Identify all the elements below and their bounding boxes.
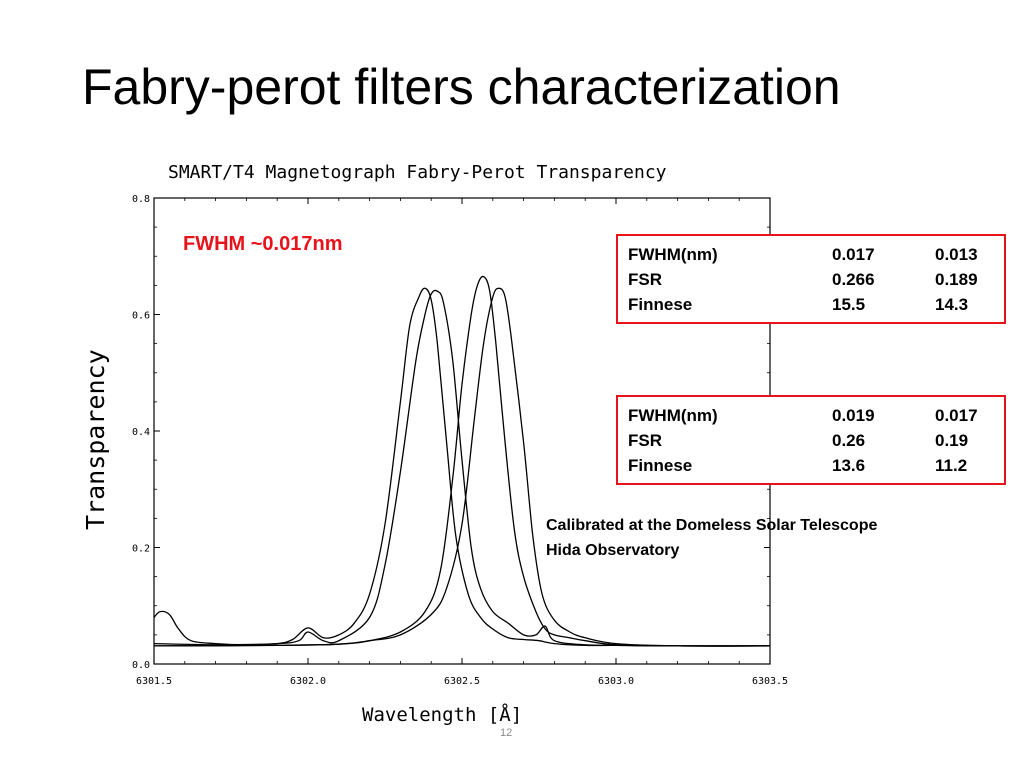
axis-ticks: 6301.5 6302.0 6302.5 6303.0 6303.5 0.0 0.2 0.4 0… [132,194,788,687]
calibration-note: Calibrated at the Domeless Solar Telesco… [546,513,877,563]
page-number: 12 [500,727,513,739]
param-row-fwhm: FWHM(nm) 0.017 0.013 [628,242,1004,267]
param-value-1: 0.019 [832,405,875,425]
y-tick-label: 0.2 [132,544,150,555]
param-name: FWHM(nm) [628,405,718,425]
calibration-line-1: Calibrated at the Domeless Solar Telesco… [546,517,878,534]
param-row-fwhm: FWHM(nm) 0.019 0.017 [628,403,1004,428]
x-tick-label: 6302.0 [290,676,326,687]
y-axis-label: Transparency [81,349,110,530]
param-row-finnese: Finnese 15.5 14.3 [628,292,1004,317]
param-value-1: 13.6 [832,455,866,475]
chart-title: SMART/T4 Magnetograph Fabry-Perot Transp… [168,162,667,183]
param-value-2: 0.017 [935,405,978,425]
param-name: FWHM(nm) [628,244,718,264]
x-tick-label: 6302.5 [444,676,480,687]
param-value-1: 0.266 [832,269,875,289]
param-value-1: 15.5 [832,294,866,314]
transparency-curve-4 [153,287,771,647]
param-value-2: 14.3 [935,294,969,314]
y-tick-label: 0.8 [132,194,150,205]
param-name: FSR [628,430,662,450]
param-value-2: 0.013 [935,244,978,264]
parameter-box-2: FWHM(nm) 0.019 0.017 FSR 0.26 0.19 Finne… [616,395,1006,485]
parameter-box-1: FWHM(nm) 0.017 0.013 FSR 0.266 0.189 Fin… [616,234,1006,324]
transparency-curve-3 [153,275,771,647]
param-name: FSR [628,269,662,289]
x-tick-label: 6303.5 [752,676,788,687]
transparency-curve-2 [153,289,771,647]
x-axis-label: Wavelength [Å] [362,703,522,726]
param-row-fsr: FSR 0.26 0.19 [628,428,1004,453]
param-name: Finnese [628,294,693,314]
x-tick-label: 6301.5 [136,676,172,687]
param-row-fsr: FSR 0.266 0.189 [628,267,1004,292]
y-tick-label: 0.4 [132,427,150,438]
fwhm-annotation: FWHM ~0.017nm [183,233,343,255]
param-name: Finnese [628,455,693,475]
param-value-2: 11.2 [935,455,968,475]
y-tick-label: 0.6 [132,311,150,322]
calibration-line-2: Hida Observatory [546,542,680,559]
param-value-2: 0.189 [935,269,978,289]
param-value-1: 0.017 [832,244,875,264]
param-row-finnese: Finnese 13.6 11.2 [628,453,1004,478]
slide-title: Fabry-perot filters characterization [82,59,841,115]
x-tick-label: 6303.0 [598,676,634,687]
transparency-curves [153,275,771,647]
y-tick-label: 0.0 [132,660,150,671]
param-value-2: 0.19 [935,430,969,450]
param-value-1: 0.26 [832,430,866,450]
